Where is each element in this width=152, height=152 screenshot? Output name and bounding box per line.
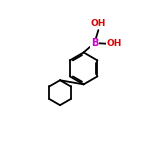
Text: OH: OH (106, 39, 122, 48)
Text: OH: OH (91, 19, 106, 28)
Text: B: B (91, 38, 98, 48)
